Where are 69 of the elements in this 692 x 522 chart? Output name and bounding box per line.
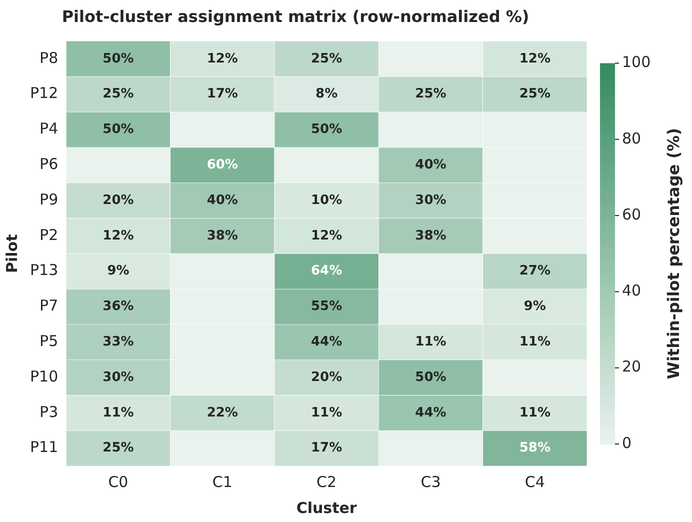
data-label: 40% <box>415 157 446 172</box>
x-tick-label: C3 <box>420 472 441 491</box>
data-label: 25% <box>415 86 446 102</box>
data-label: 11% <box>519 405 550 420</box>
data-label: 38% <box>415 228 446 244</box>
color-bar-label: 100 <box>622 53 651 72</box>
data-label: 9% <box>107 264 130 279</box>
data-label: 10% <box>311 192 342 208</box>
data-label: 50% <box>102 51 134 66</box>
x-tick-label: C4 <box>524 472 545 491</box>
y-tick-label: P10 <box>30 367 58 386</box>
chart-title: Pilot-cluster assignment matrix (row-normalized %) <box>62 6 530 26</box>
data-label: 50% <box>415 370 446 385</box>
data-label: 20% <box>102 192 134 208</box>
data-label: 58% <box>519 440 550 456</box>
data-label: 8% <box>316 86 338 102</box>
y-tick-label: P7 <box>40 296 58 315</box>
color-bar-label: 20 <box>622 358 642 376</box>
y-tick-label: P3 <box>40 402 58 421</box>
color-bar-label: 60 <box>622 205 642 224</box>
data-label: 12% <box>206 51 238 66</box>
data-label: 12% <box>311 228 342 244</box>
data-label: 25% <box>311 51 342 66</box>
data-label: 44% <box>415 405 446 420</box>
data-label: 55% <box>311 299 342 314</box>
data-label: 17% <box>206 86 238 102</box>
data-label: 11% <box>415 334 446 350</box>
data-label: 33% <box>102 334 134 350</box>
y-tick-label: P6 <box>40 154 58 173</box>
data-label: 40% <box>206 192 238 208</box>
y-tick-label: P11 <box>30 438 58 456</box>
data-label: 25% <box>102 440 134 456</box>
x-tick-label: C1 <box>212 472 232 491</box>
data-label: 36% <box>102 299 134 314</box>
data-label: 50% <box>311 122 342 138</box>
data-label: 11% <box>519 334 550 350</box>
data-label: 30% <box>415 192 446 208</box>
color-bar-label: 0 <box>622 434 632 452</box>
data-label: 25% <box>102 86 134 102</box>
data-label: 20% <box>311 370 342 385</box>
x-tick-label: C2 <box>316 472 337 491</box>
x-axis-title: Cluster <box>296 498 358 517</box>
x-tick-label: C0 <box>108 472 128 491</box>
color-bar-label: 40 <box>622 282 642 300</box>
data-label: 25% <box>519 86 550 102</box>
data-label: 12% <box>102 228 134 244</box>
data-label: 38% <box>206 228 238 244</box>
data-label: 64% <box>311 264 342 279</box>
y-tick-label: P2 <box>40 226 58 244</box>
data-label: 11% <box>311 405 342 420</box>
data-label: 11% <box>102 405 134 420</box>
y-tick-label: P8 <box>40 48 58 67</box>
y-tick-label: P13 <box>30 261 58 280</box>
data-label: 22% <box>206 405 238 420</box>
data-label: 44% <box>311 334 342 350</box>
data-label: 12% <box>519 51 550 66</box>
data-label: 60% <box>206 157 238 172</box>
y-tick-label: P12 <box>30 84 58 102</box>
data-label: 17% <box>311 440 342 456</box>
color-bar-title: Within-pilot percentage (%) <box>664 128 684 380</box>
data-label: 50% <box>102 122 134 138</box>
y-tick-label: P5 <box>40 332 58 350</box>
data-label: 30% <box>102 370 134 385</box>
y-tick-label: P9 <box>40 190 58 208</box>
y-axis-title: Pilot <box>2 234 21 273</box>
data-label: 9% <box>524 299 546 314</box>
data-label: 27% <box>519 264 550 279</box>
y-tick-label: P4 <box>40 120 58 138</box>
color-bar-label: 80 <box>622 129 642 148</box>
